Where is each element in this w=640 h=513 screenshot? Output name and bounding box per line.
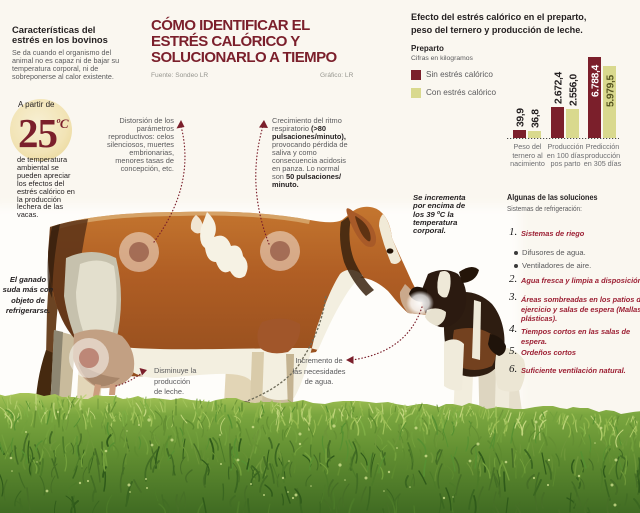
svg-text:2.672,4: 2.672,4 (553, 71, 564, 104)
svg-text:2.556,0: 2.556,0 (568, 73, 579, 106)
svg-text:39,9: 39,9 (515, 108, 526, 127)
svg-text:5.979,5: 5.979,5 (605, 74, 616, 107)
svg-text:36,8: 36,8 (530, 109, 541, 128)
svg-text:6.788,4: 6.788,4 (590, 64, 601, 97)
